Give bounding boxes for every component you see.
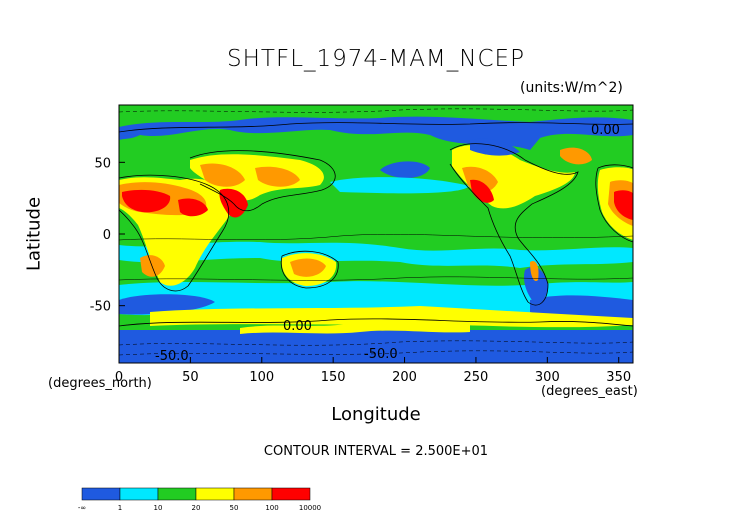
colorbar-swatch (195, 487, 235, 501)
x-tick-label: 350 (606, 370, 631, 385)
field-arabia-red (178, 198, 208, 217)
colorbar-label: 50 (230, 504, 239, 512)
colorbar-swatch (233, 487, 273, 501)
field-india-red (219, 188, 248, 218)
units-label: (units:W/m^2) (520, 80, 623, 96)
field-sahara-red (122, 189, 171, 213)
field-west-africa-red (614, 190, 633, 220)
x-tick-label: 50 (182, 370, 199, 385)
colorbar-swatch (271, 487, 311, 501)
field-andes-orange (530, 260, 539, 282)
contour-label: 0.00 (591, 123, 620, 138)
field-australia-orange (290, 258, 326, 277)
field-mexico-red (470, 179, 494, 203)
field-antarctica-edge (240, 320, 470, 334)
colorbar-label: 10000 (299, 504, 321, 512)
contour-lines (119, 108, 633, 356)
colorbar-label: 20 (192, 504, 201, 512)
y-tick-label: 0 (103, 228, 111, 243)
contour-label: -50.0 (364, 347, 398, 362)
colorbar-label: 100 (265, 504, 278, 512)
contour-line (119, 276, 633, 281)
colorbar-swatch (157, 487, 197, 501)
field-arctic-blue (119, 116, 633, 150)
field-canada-orange (560, 147, 592, 165)
x-axis-label: Longitude (331, 404, 421, 425)
x-tick-label: 250 (464, 370, 489, 385)
coastline-africa (119, 174, 230, 292)
field-south-america-blue (523, 266, 548, 302)
x-tick-label: 300 (535, 370, 560, 385)
y-unit-label: (degrees_north) (48, 376, 152, 391)
contour-line (119, 108, 633, 113)
field-southern-ocean-blue (119, 294, 215, 315)
chart-title: SHTFL_1974-MAM_NCEP (227, 46, 525, 72)
field-east-asia-orange (255, 166, 300, 187)
coastline-americas (449, 143, 579, 306)
field-subtropical-band-south (119, 241, 633, 268)
coastline-antarctica (119, 318, 633, 327)
field-central-asia-orange (200, 163, 245, 187)
field-north-america-blue (470, 138, 520, 156)
contour-line (119, 350, 633, 356)
axes: 0 50 100 150 200 250 300 350 -50 0 50 (90, 156, 631, 385)
contour-label: 0.00 (283, 319, 312, 334)
contour-label: -50.0 (155, 349, 189, 364)
x-tick-label: 0 (115, 370, 123, 385)
contour-interval-text: CONTOUR INTERVAL = 2.500E+01 (263, 444, 489, 459)
field-south-midlat-cyan (119, 281, 633, 317)
x-tick-label: 200 (392, 370, 417, 385)
coastlines (119, 122, 633, 327)
coastline-arctic (119, 122, 633, 133)
field-north-pacific-cyan (330, 177, 470, 194)
field-north-pacific-blue (380, 161, 430, 179)
contour-line (119, 234, 633, 241)
coastline-asia (189, 150, 336, 212)
colorbar-label: 10 (154, 504, 163, 512)
colorbar-swatch (81, 487, 121, 501)
x-unit-label: (degrees_east) (541, 384, 638, 399)
colorbar-label: -∞ (78, 504, 86, 512)
x-tick-label: 100 (249, 370, 274, 385)
colorbar: -∞ 1 10 20 50 100 10000 (78, 487, 321, 512)
y-tick-label: 50 (94, 156, 111, 171)
field-south-africa-orange (140, 255, 165, 277)
colorbar-swatch (119, 487, 159, 501)
colorbar-label: 1 (118, 504, 122, 512)
coastline-australia (280, 250, 339, 289)
heatmap-plot-area: 0.00 0.00 -50.0 -50.0 (119, 105, 633, 364)
y-tick-label: -50 (90, 300, 111, 315)
x-tick-label: 150 (321, 370, 346, 385)
contour-line (119, 340, 633, 346)
